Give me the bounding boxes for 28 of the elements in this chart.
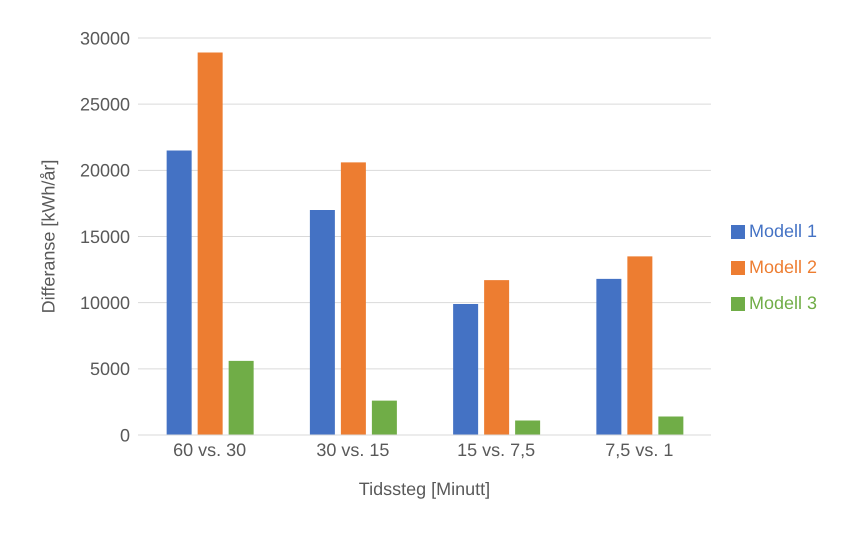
- bar: [198, 52, 223, 435]
- y-tick-label: 25000: [80, 94, 130, 115]
- y-tick-label: 0: [120, 425, 130, 446]
- x-axis-title: Tidssteg [Minutt]: [358, 479, 490, 499]
- y-tick-label: 5000: [90, 359, 130, 380]
- x-tick-label: 30 vs. 15: [316, 440, 390, 460]
- bar: [453, 304, 478, 435]
- bar: [658, 416, 684, 435]
- bar: [596, 278, 622, 435]
- bar: [340, 162, 366, 435]
- legend-label: Modell 1: [748, 220, 817, 240]
- x-tick-label: 60 vs. 30: [173, 440, 246, 460]
- bar: [166, 150, 192, 435]
- bar: [515, 420, 540, 435]
- y-tick-label: 20000: [80, 160, 130, 181]
- bar: [627, 256, 652, 435]
- bar: [484, 280, 510, 435]
- y-tick-label: 10000: [80, 293, 130, 314]
- y-tick-label: 15000: [80, 226, 130, 247]
- legend-label: Modell 2: [748, 256, 817, 276]
- x-tick-label: 7,5 vs. 1: [605, 440, 674, 460]
- legend-label: Modell 3: [748, 292, 817, 312]
- bar: [228, 360, 254, 435]
- y-axis-title: Differanse [kWh/år]: [38, 160, 58, 314]
- bar: [310, 210, 335, 435]
- bar: [372, 400, 397, 435]
- y-tick-label: 30000: [80, 28, 130, 48]
- x-tick-label: 15 vs. 7,5: [457, 440, 536, 460]
